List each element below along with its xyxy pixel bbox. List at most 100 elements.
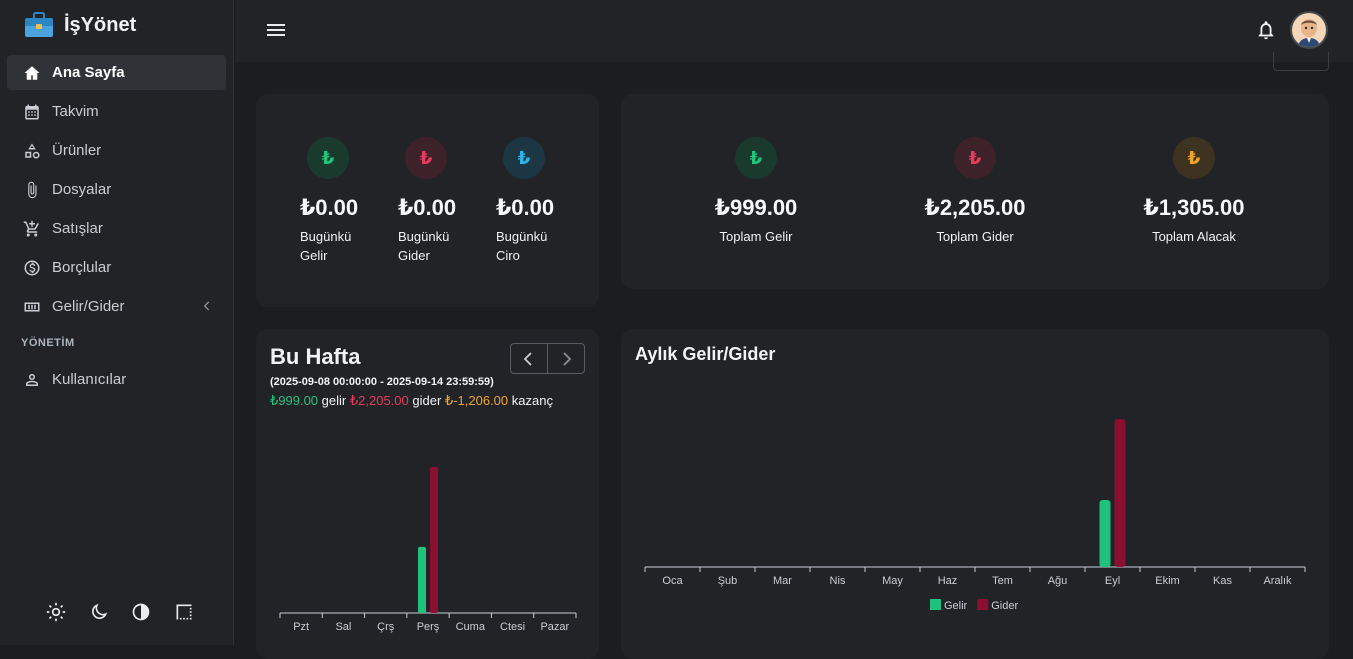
cash-icon [22, 297, 42, 317]
header-action-button[interactable] [1273, 52, 1329, 71]
x-tick-label: Çrş [377, 621, 395, 633]
bell-icon[interactable] [1255, 19, 1277, 41]
avatar[interactable] [1290, 11, 1328, 49]
dollar-circle-icon [22, 258, 42, 278]
x-tick-label: Eyl [1105, 575, 1120, 587]
weekly-bar-chart: Pzt Sal Çrş Perş Cuma Ctesi Pazar [279, 467, 577, 633]
stat-total-receivable: ₺ ₺1,305.00 Toplam Alacak [1129, 137, 1259, 246]
shapes-icon [22, 141, 42, 161]
lira-icon: ₺ [307, 137, 349, 179]
week-profit-word: kazanç [511, 393, 553, 408]
sidebar-item-dosyalar[interactable]: Dosyalar [7, 172, 226, 207]
sidebar: İşYönet Ana Sayfa Takvim Ürünler Dosyala… [0, 0, 234, 645]
totals-card: ₺ ₺999.00 Toplam Gelir ₺ ₺2,205.00 Topla… [621, 94, 1329, 289]
home-icon [22, 63, 42, 83]
x-tick-label: Oca [662, 575, 683, 587]
lira-icon: ₺ [405, 137, 447, 179]
stat-value: ₺0.00 [496, 195, 555, 220]
x-tick-label: Tem [992, 575, 1013, 587]
contrast-icon[interactable] [130, 601, 152, 623]
legend-swatch [930, 599, 941, 610]
stat-value: ₺1,305.00 [1143, 195, 1245, 220]
theme-switcher [45, 601, 195, 623]
moon-icon[interactable] [88, 601, 110, 623]
stat-label: Bugünkü Gelir [300, 229, 352, 263]
stat-daily-income: ₺ ₺0.00 Bugünkü Gelir [300, 137, 390, 265]
stat-label: Toplam Alacak [1152, 229, 1236, 244]
prev-week-button[interactable] [511, 344, 548, 373]
weekly-card: Bu Hafta (2025-09-08 00:00:00 - 2025-09-… [256, 329, 599, 659]
paperclip-icon [22, 180, 42, 200]
stat-value: ₺0.00 [398, 195, 457, 220]
lira-icon: ₺ [735, 137, 777, 179]
week-profit-value: ₺-1,206.00 [444, 393, 509, 408]
next-week-button[interactable] [548, 344, 584, 373]
week-income-value: ₺999.00 [270, 393, 319, 408]
legend-swatch [977, 599, 989, 610]
x-tick-label: Pzt [293, 621, 309, 633]
user-icon [22, 370, 42, 390]
sidebar-item-ana-sayfa[interactable]: Ana Sayfa [7, 55, 226, 90]
sidebar-item-label: Ana Sayfa [52, 64, 125, 81]
chevron-left-icon [523, 351, 532, 366]
x-tick-label: Ctesi [500, 621, 525, 633]
legend-label: Gider [991, 600, 1018, 612]
x-tick-label: Mar [773, 575, 792, 587]
legend-label: Gelir [944, 600, 968, 612]
section-label-yonetim: YÖNETİM [21, 337, 75, 349]
sidebar-item-label: Gelir/Gider [52, 298, 125, 315]
x-tick-label: Pazar [540, 621, 569, 633]
cart-icon [22, 219, 42, 239]
sidebar-item-borclular[interactable]: Borçlular [7, 250, 226, 285]
x-tick-label: Ağu [1048, 575, 1068, 587]
week-expense-value: ₺2,205.00 [349, 393, 409, 408]
x-tick-label: Aralık [1263, 575, 1292, 587]
monthly-bar-chart: Oca Şub Mar Nis May Haz Tem Ağu Eyl Ekim Kas Aralık… [644, 419, 1306, 612]
chevron-right-icon [563, 351, 572, 366]
app-name: İşYönet [64, 13, 137, 36]
monthly-title: Aylık Gelir/Gider [635, 344, 776, 364]
topbar [235, 0, 1353, 62]
week-expense-word: gider [412, 393, 442, 408]
week-date-range: (2025-09-08 00:00:00 - 2025-09-14 23:59:… [270, 376, 494, 388]
expense-bar [430, 467, 438, 613]
stat-label: Bugünkü Gider [398, 229, 450, 263]
sun-icon[interactable] [45, 601, 67, 623]
sidebar-item-label: Ürünler [52, 142, 102, 159]
stat-value: ₺0.00 [300, 195, 359, 220]
x-tick-label: Sal [335, 621, 351, 633]
sidebar-item-gelir-gider[interactable]: Gelir/Gider [7, 289, 226, 324]
stat-daily-turnover: ₺ ₺0.00 Bugünkü Ciro [496, 137, 586, 265]
week-income-word: gelir [321, 393, 347, 408]
border-icon[interactable] [173, 601, 195, 623]
sidebar-item-label: Dosyalar [52, 181, 112, 198]
x-tick-label: Şub [718, 575, 738, 587]
week-pager [510, 343, 585, 374]
sidebar-item-label: Borçlular [52, 259, 112, 276]
daily-stats-card: ₺ ₺0.00 Bugünkü Gelir ₺ ₺0.00 Bugünkü Gi… [256, 94, 599, 307]
hamburger-menu-icon[interactable] [265, 20, 287, 40]
sidebar-item-urunler[interactable]: Ürünler [7, 133, 226, 168]
x-tick-label: May [882, 575, 903, 587]
stat-value: ₺999.00 [714, 195, 798, 220]
sidebar-item-kullanicilar[interactable]: Kullanıcılar [7, 362, 226, 397]
x-tick-label: Perş [417, 621, 440, 633]
expense-bar [1114, 419, 1126, 567]
chevron-left-icon [203, 301, 210, 311]
x-tick-label: Ekim [1155, 575, 1179, 587]
sidebar-nav: Ana Sayfa Takvim Ürünler Dosyalar Satışl… [7, 55, 226, 401]
stat-label: Toplam Gider [936, 229, 1014, 244]
x-tick-label: Kas [1213, 575, 1232, 587]
sidebar-item-satislar[interactable]: Satışlar [7, 211, 226, 246]
sidebar-item-label: Takvim [52, 103, 99, 120]
lira-icon: ₺ [1173, 137, 1215, 179]
monthly-card: Aylık Gelir/Gider Oca Şub Mar Nis May Haz Tem A… [621, 329, 1329, 659]
stat-value: ₺2,205.00 [924, 195, 1026, 220]
income-bar [1099, 499, 1111, 567]
sidebar-item-takvim[interactable]: Takvim [7, 94, 226, 129]
briefcase-logo-icon [25, 12, 53, 37]
avatar-image-icon [1292, 13, 1326, 47]
brand[interactable]: İşYönet [24, 10, 136, 40]
stat-label: Bugünkü Ciro [496, 229, 548, 263]
x-tick-label: Cuma [456, 621, 486, 633]
